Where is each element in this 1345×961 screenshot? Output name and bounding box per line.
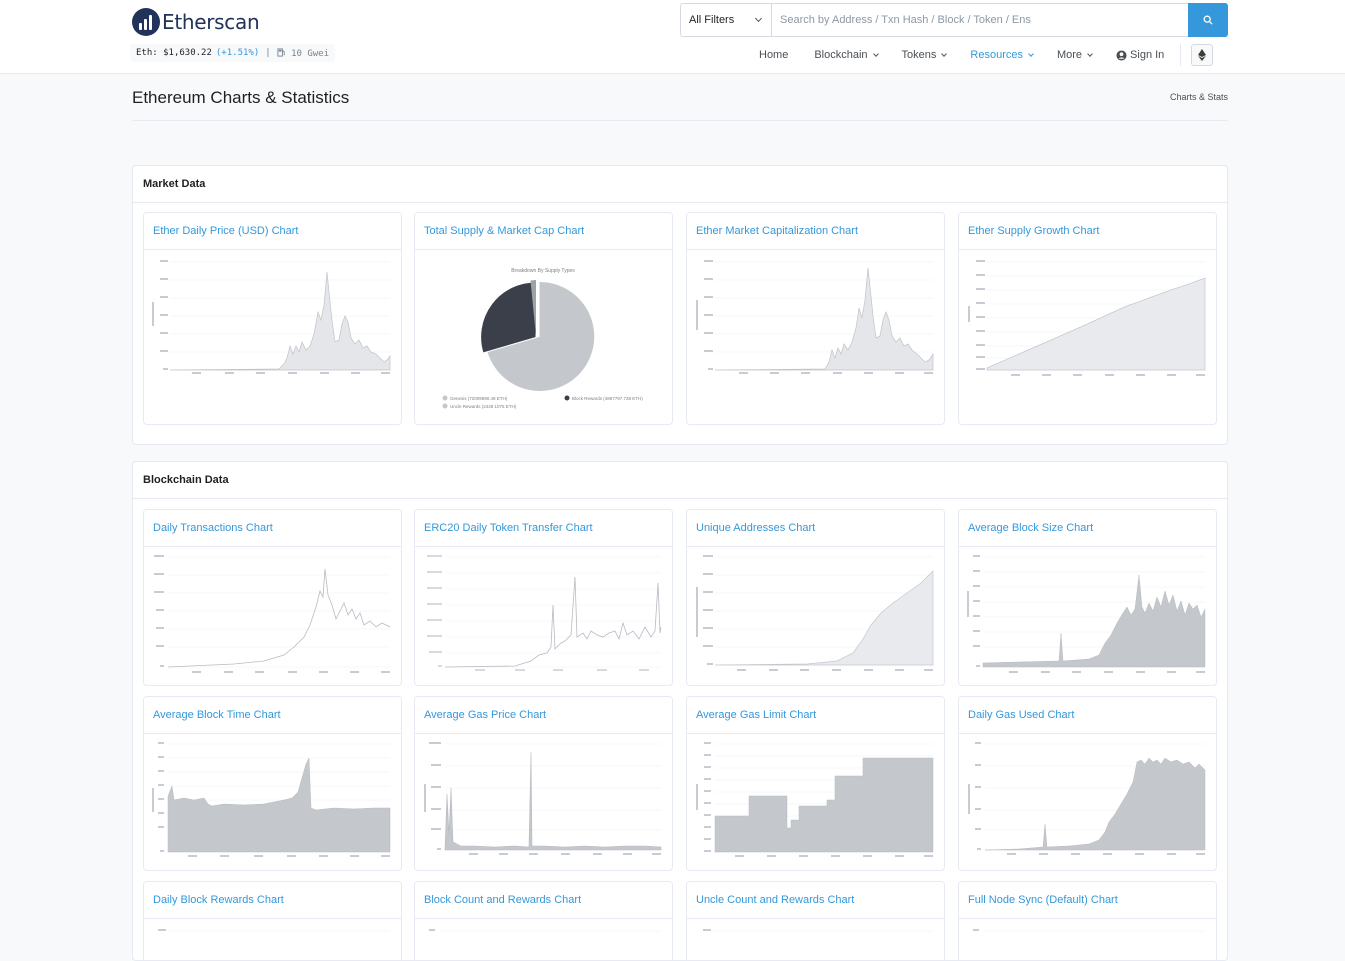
nav-resources[interactable]: Resources — [970, 49, 1034, 61]
avg-block-time-chart-thumbnail — [152, 742, 391, 857]
market-data-section: Market Data Ether Daily Price (USD) Char… — [132, 165, 1228, 445]
eth-price-ticker: Eth: $1,630.22 (+1.51%) | 10 Gwei — [130, 44, 336, 62]
nav-resources-label: Resources — [970, 49, 1023, 61]
chart-card-ether-price[interactable]: Ether Daily Price (USD) Chart — [143, 212, 402, 425]
unique-addresses-chart-thumbnail — [696, 555, 934, 671]
chart-card-daily-block-rewards[interactable]: Daily Block Rewards Chart — [143, 881, 402, 960]
chart-card-title[interactable]: Total Supply & Market Cap Chart — [415, 213, 672, 250]
supply-pie-chart-thumbnail: Breakdown By Supply Types Genesis (72009… — [442, 268, 643, 409]
chart-card-market-cap[interactable]: Ether Market Capitalization Chart — [686, 212, 945, 425]
ethereum-icon — [1198, 49, 1207, 61]
eth-price-change: (+1.51%) — [215, 48, 260, 58]
chevron-down-icon — [1087, 51, 1093, 57]
nav-more-label: More — [1056, 49, 1083, 61]
chart-card-avg-gas-limit[interactable]: Average Gas Limit Chart — [686, 696, 945, 871]
gas-value: 10 Gwei — [291, 48, 330, 59]
chart-card-uncle-count-rewards[interactable]: Uncle Count and Rewards Chart — [686, 881, 945, 960]
search-icon — [1203, 15, 1213, 25]
supply-growth-chart-thumbnail — [968, 260, 1206, 376]
pie-legend-block-rewards: Block Rewards (4897797.738 ETH) — [572, 396, 643, 401]
nav-sign-in[interactable]: Sign In — [1116, 49, 1164, 61]
block-count-rewards-chart-thumbnail — [429, 929, 661, 932]
gas-price[interactable]: 10 Gwei — [277, 47, 330, 59]
chart-card-title[interactable]: Daily Gas Used Chart — [959, 697, 1216, 734]
blockchain-data-section: Blockchain Data Daily Transactions Chart… — [132, 461, 1228, 961]
search-bar: All Filters — [680, 3, 1228, 37]
chart-card-total-supply[interactable]: Total Supply & Market Cap Chart Breakdow… — [414, 212, 673, 425]
daily-block-rewards-chart-thumbnail — [158, 929, 390, 932]
chart-card-title[interactable]: Uncle Count and Rewards Chart — [687, 882, 944, 919]
pie-legend-uncle-rewards: Uncle Rewards (2448 1075 ETH) — [450, 404, 517, 409]
avg-gas-limit-chart-thumbnail — [696, 742, 934, 857]
search-filter-select[interactable]: All Filters — [681, 4, 772, 36]
logo-icon — [132, 8, 160, 36]
nav-tokens[interactable]: Tokens — [901, 49, 948, 61]
ether-price-chart-thumbnail — [152, 260, 391, 374]
chart-card-title[interactable]: Ether Daily Price (USD) Chart — [144, 213, 401, 250]
page-title: Ethereum Charts & Statistics — [132, 88, 350, 107]
chart-card-daily-gas-used[interactable]: Daily Gas Used Chart — [958, 696, 1217, 871]
chart-card-avg-block-time[interactable]: Average Block Time Chart — [143, 696, 402, 871]
eth-label: Eth: — [136, 48, 158, 58]
chart-card-unique-addresses[interactable]: Unique Addresses Chart — [686, 509, 945, 686]
chart-card-avg-block-size[interactable]: Average Block Size Chart — [958, 509, 1217, 686]
eth-price[interactable]: $1,630.22 — [163, 48, 212, 58]
ticker-separator: | — [265, 48, 271, 58]
chart-card-title[interactable]: ERC20 Daily Token Transfer Chart — [415, 510, 672, 547]
chart-card-title[interactable]: Block Count and Rewards Chart — [415, 882, 672, 919]
site-header: Etherscan Eth: $1,630.22 (+1.51%) | 10 G… — [0, 0, 1345, 74]
chart-card-title[interactable]: Average Gas Price Chart — [415, 697, 672, 734]
uncle-count-rewards-chart-thumbnail — [703, 929, 933, 932]
etherscan-logo[interactable]: Etherscan — [132, 8, 260, 36]
section-title: Market Data — [133, 166, 1227, 203]
chart-card-title[interactable]: Full Node Sync (Default) Chart — [959, 882, 1216, 919]
nav-more[interactable]: More — [1056, 49, 1093, 61]
user-circle-icon — [1116, 49, 1127, 61]
avg-gas-price-chart-thumbnail — [424, 742, 662, 855]
nav-home-label: Home — [759, 49, 789, 61]
network-switch-button[interactable] — [1191, 44, 1214, 66]
avg-block-size-chart-thumbnail — [967, 555, 1206, 673]
filter-label: All Filters — [689, 14, 735, 26]
nav-tokens-label: Tokens — [901, 49, 937, 61]
chart-card-title[interactable]: Daily Block Rewards Chart — [144, 882, 401, 919]
full-node-sync-chart-thumbnail — [973, 929, 1205, 932]
chart-card-block-count-rewards[interactable]: Block Count and Rewards Chart — [414, 881, 673, 960]
daily-gas-used-chart-thumbnail — [968, 742, 1206, 855]
chevron-down-icon — [754, 14, 763, 23]
main-nav: Home Blockchain Tokens Resources More Si… — [759, 44, 1214, 66]
chevron-down-icon — [872, 51, 879, 57]
chart-card-title[interactable]: Average Gas Limit Chart — [687, 697, 944, 734]
chart-card-title[interactable]: Daily Transactions Chart — [144, 510, 401, 547]
chart-card-supply-growth[interactable]: Ether Supply Growth Chart — [958, 212, 1217, 425]
chart-card-title[interactable]: Average Block Size Chart — [959, 510, 1216, 547]
search-input[interactable] — [772, 4, 1188, 36]
divider — [132, 120, 1228, 121]
chart-card-title[interactable]: Ether Market Capitalization Chart — [687, 213, 944, 250]
chart-card-title[interactable]: Average Block Time Chart — [144, 697, 401, 734]
daily-transactions-chart-thumbnail — [154, 555, 391, 673]
chart-card-title[interactable]: Unique Addresses Chart — [687, 510, 944, 547]
nav-blockchain-label: Blockchain — [814, 49, 868, 61]
chart-card-full-node-sync[interactable]: Full Node Sync (Default) Chart — [958, 881, 1217, 960]
chart-card-title[interactable]: Ether Supply Growth Chart — [959, 213, 1216, 250]
market-cap-chart-thumbnail — [696, 260, 934, 374]
nav-blockchain[interactable]: Blockchain — [814, 49, 879, 61]
nav-divider — [1180, 44, 1182, 66]
gas-pump-icon — [277, 47, 285, 57]
chart-card-erc20-transfers[interactable]: ERC20 Daily Token Transfer Chart — [414, 509, 673, 686]
pie-chart-title: Breakdown By Supply Types — [511, 268, 575, 274]
nav-home[interactable]: Home — [759, 49, 788, 61]
section-title: Blockchain Data — [133, 462, 1227, 499]
sign-in-label: Sign In — [1130, 49, 1165, 61]
chevron-down-icon — [1028, 51, 1034, 57]
erc20-transfer-chart-thumbnail — [427, 555, 662, 671]
chevron-down-icon — [941, 51, 948, 57]
logo-text: Etherscan — [162, 10, 260, 34]
chart-card-daily-transactions[interactable]: Daily Transactions Chart — [143, 509, 402, 686]
pie-legend-genesis: Genesis (72009990.49 ETH) — [450, 396, 508, 401]
breadcrumb[interactable]: Charts & Stats — [1169, 92, 1228, 102]
search-button[interactable] — [1188, 3, 1228, 37]
chart-card-avg-gas-price[interactable]: Average Gas Price Chart — [414, 696, 673, 871]
